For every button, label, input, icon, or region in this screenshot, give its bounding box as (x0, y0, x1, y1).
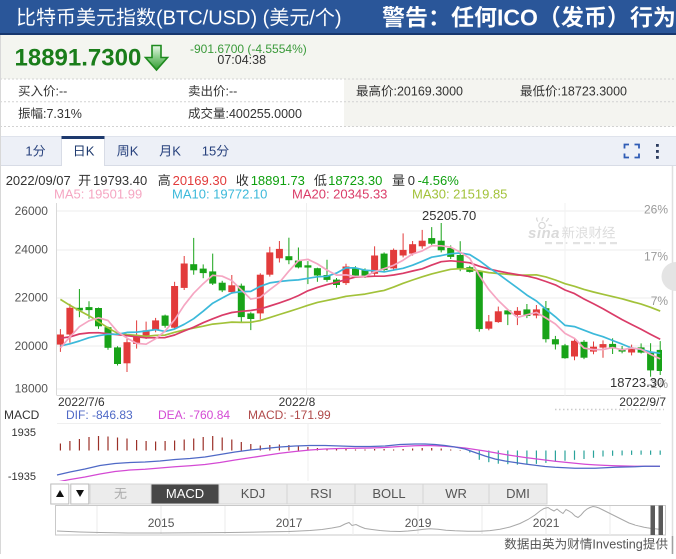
svg-text:2022/09/07: 2022/09/07 (6, 173, 71, 188)
svg-text:MA30: 21519.85: MA30: 21519.85 (412, 187, 507, 202)
svg-text::7.31%: :7.31% (43, 107, 82, 121)
svg-text:2022/8: 2022/8 (279, 395, 316, 409)
svg-text:2017: 2017 (276, 516, 303, 530)
svg-text:19793.40: 19793.40 (93, 173, 147, 188)
svg-text:2015: 2015 (148, 516, 175, 530)
svg-text:K: K (130, 144, 139, 159)
svg-text:/: / (309, 8, 315, 30)
svg-text:MACD: MACD (4, 408, 40, 422)
svg-text:18723.30: 18723.30 (328, 173, 382, 188)
svg-text:ICO: ICO (497, 5, 538, 31)
svg-text:-4.56%: -4.56% (418, 173, 460, 188)
svg-text:07:04:38: 07:04:38 (217, 53, 266, 67)
svg-text:2019: 2019 (405, 516, 432, 530)
svg-text::--: :-- (56, 85, 68, 99)
svg-text:DIF: -846.83: DIF: -846.83 (66, 408, 133, 422)
svg-text::20169.3000: :20169.3000 (394, 85, 464, 99)
svg-text:18891.7300: 18891.7300 (15, 45, 142, 72)
svg-text:0: 0 (408, 173, 415, 188)
svg-text:DMI: DMI (506, 486, 530, 501)
svg-text:): ) (335, 8, 342, 30)
svg-text:1: 1 (25, 144, 32, 159)
svg-text:24000: 24000 (15, 243, 49, 257)
svg-text:(BTC/USD) (: (BTC/USD) ( (156, 8, 270, 30)
svg-text:2021: 2021 (533, 516, 560, 530)
svg-text:-901.6700 (-4.5554%): -901.6700 (-4.5554%) (190, 42, 307, 56)
svg-text:MA20: 20345.33: MA20: 20345.33 (292, 187, 387, 202)
svg-text:26%: 26% (644, 203, 668, 217)
svg-text:-2%: -2% (647, 377, 669, 391)
svg-text:2022/9/7: 2022/9/7 (619, 395, 666, 409)
svg-text:25205.70: 25205.70 (422, 208, 476, 223)
svg-text:RSI: RSI (310, 486, 332, 501)
svg-text::--: :-- (226, 85, 238, 99)
svg-text:K: K (172, 144, 181, 159)
svg-text:WR: WR (445, 486, 467, 501)
svg-text:sina: sina (528, 225, 560, 242)
svg-text:22000: 22000 (15, 291, 49, 305)
svg-text:MA5: 19501.99: MA5: 19501.99 (54, 187, 142, 202)
svg-text:15: 15 (202, 144, 216, 159)
svg-text:17%: 17% (644, 250, 668, 264)
svg-text:20169.30: 20169.30 (173, 173, 227, 188)
svg-text:MA10: 19772.10: MA10: 19772.10 (172, 187, 267, 202)
svg-text:7%: 7% (651, 294, 669, 308)
svg-text:KDJ: KDJ (241, 486, 266, 501)
svg-text:MACD: MACD (166, 486, 204, 501)
svg-text:BOLL: BOLL (372, 486, 405, 501)
svg-text:18891.73: 18891.73 (251, 173, 305, 188)
svg-text:-1935: -1935 (8, 471, 36, 483)
svg-text:MACD: -171.99: MACD: -171.99 (248, 408, 331, 422)
svg-text:20000: 20000 (15, 339, 49, 353)
svg-text:1935: 1935 (12, 427, 36, 439)
svg-text::18723.3000: :18723.3000 (558, 85, 628, 99)
svg-text:2022/7/6: 2022/7/6 (58, 395, 105, 409)
svg-text::400255.0000: :400255.0000 (226, 107, 303, 121)
svg-text:26000: 26000 (15, 204, 49, 218)
svg-text:Investing: Investing (592, 538, 642, 552)
svg-text:K: K (86, 144, 95, 159)
svg-text:18723.30: 18723.30 (610, 375, 664, 390)
svg-text:18000: 18000 (15, 382, 49, 396)
svg-text:DEA: -760.84: DEA: -760.84 (158, 408, 230, 422)
